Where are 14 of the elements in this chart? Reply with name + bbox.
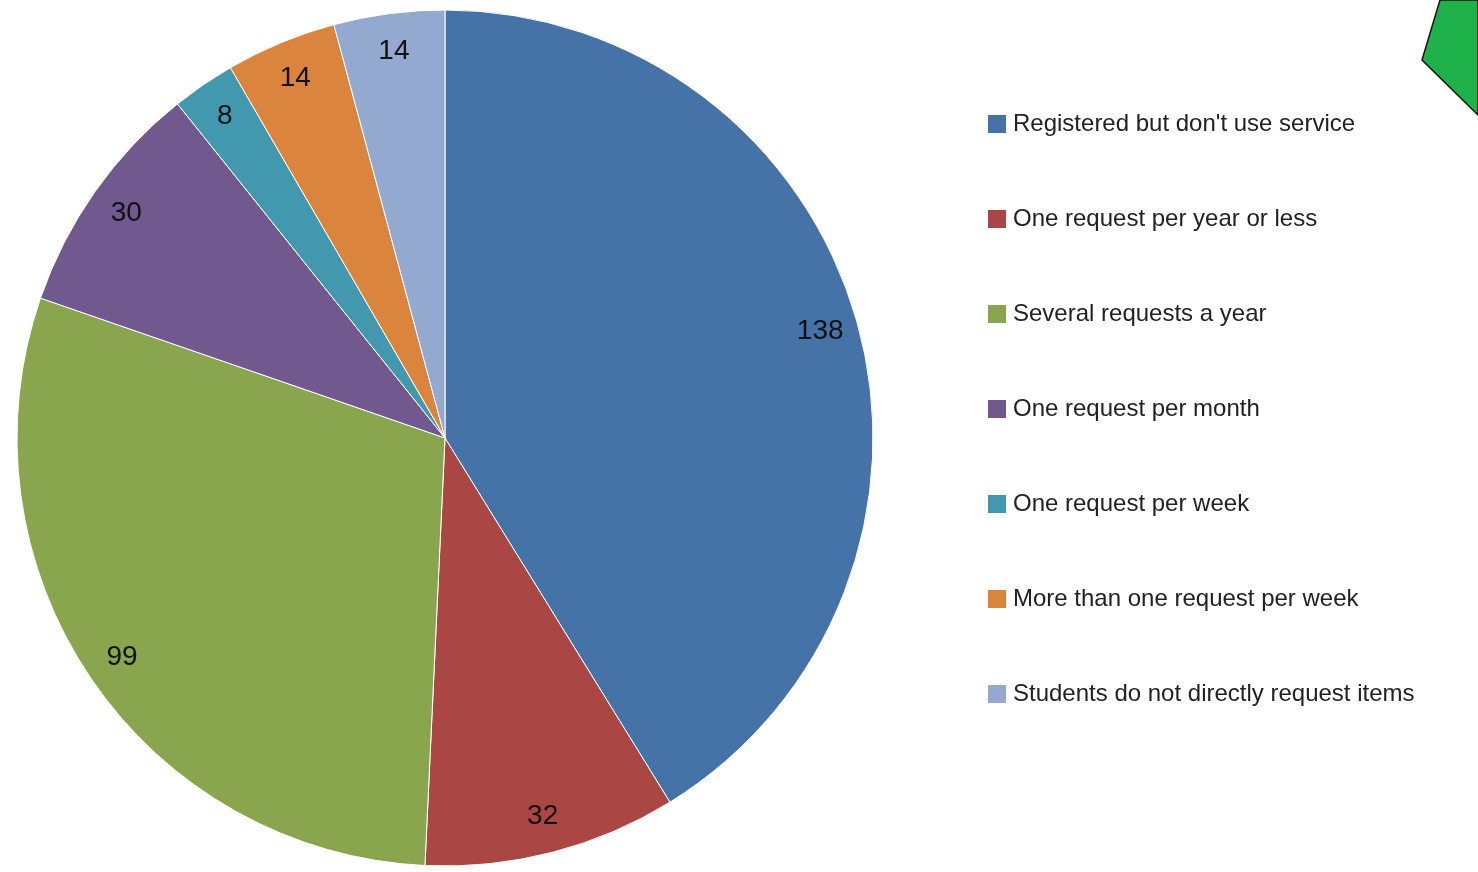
data-label: 8 — [216, 99, 233, 131]
legend-label: One request per year or less — [1013, 204, 1318, 231]
legend-label: One request per month — [1013, 394, 1260, 421]
data-label: 138 — [796, 314, 844, 346]
data-label: 14 — [378, 34, 410, 66]
legend-label: More than one request per week — [1013, 584, 1360, 611]
legend-label: Students do not directly request items — [1013, 679, 1415, 706]
legend-label: Registered but don't use service — [1013, 109, 1356, 136]
data-label: 14 — [279, 60, 311, 92]
data-label: 32 — [527, 798, 559, 830]
data-label: 30 — [110, 196, 142, 228]
legend-label: Several requests a year — [1013, 299, 1267, 326]
data-label: 99 — [106, 639, 138, 671]
legend-label: One request per week — [1013, 489, 1251, 516]
